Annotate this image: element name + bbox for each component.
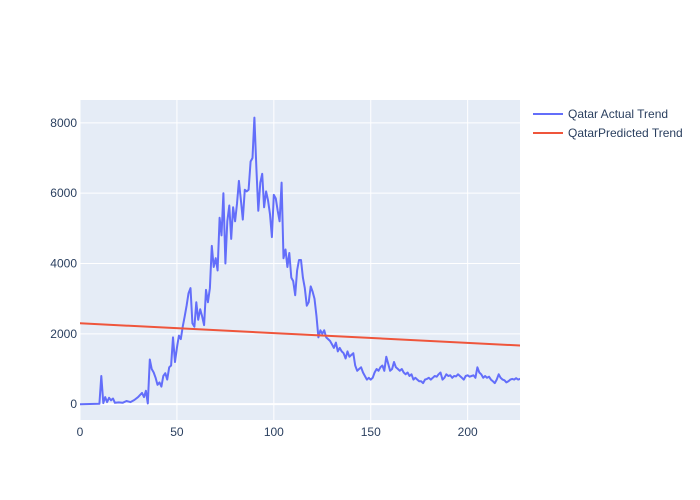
legend-label: Qatar Actual Trend <box>568 107 668 121</box>
legend-item-qatarpredicted-trend[interactable]: QatarPredicted Trend <box>533 126 683 140</box>
x-tick-label: 200 <box>458 425 478 439</box>
tick-labels: 0 2000 4000 6000 8000 0 50 100 150 200 <box>50 116 478 439</box>
grid <box>79 100 520 420</box>
y-tick-label: 0 <box>70 397 77 411</box>
x-tick-label: 0 <box>77 425 84 439</box>
y-tick-label: 6000 <box>50 186 77 200</box>
series-line-qatarpredicted-trend <box>80 322 520 347</box>
legend[interactable]: Qatar Actual Trend QatarPredicted Trend <box>533 107 683 140</box>
y-tick-label: 2000 <box>50 327 77 341</box>
y-tick-label: 4000 <box>50 257 77 271</box>
series-layer <box>80 116 520 406</box>
y-tick-label: 8000 <box>50 116 77 130</box>
legend-label: QatarPredicted Trend <box>568 126 683 140</box>
x-tick-label: 50 <box>170 425 184 439</box>
x-tick-label: 150 <box>361 425 381 439</box>
series-line-qatar-actual-trend <box>80 116 520 406</box>
legend-item-qatar-actual-trend[interactable]: Qatar Actual Trend <box>533 107 668 121</box>
x-tick-label: 100 <box>264 425 284 439</box>
